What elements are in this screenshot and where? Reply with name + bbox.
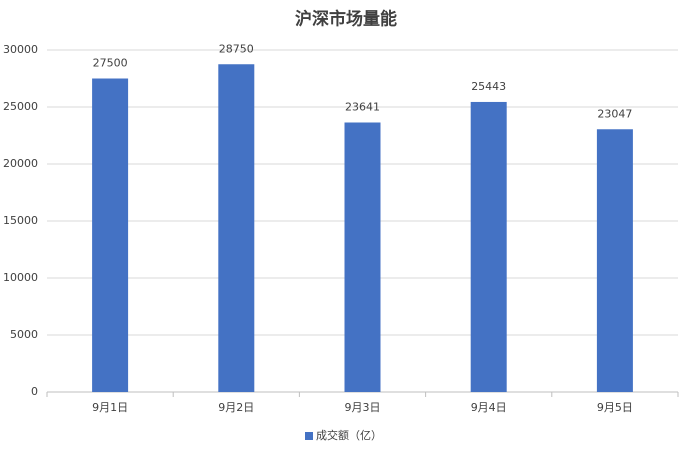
chart-title: 沪深市场量能 — [295, 9, 397, 30]
y-tick-label: 10000 — [3, 271, 38, 284]
x-tick-label: 9月1日 — [92, 401, 128, 414]
bar — [344, 122, 381, 392]
y-tick-label: 20000 — [3, 157, 38, 170]
data-label: 23641 — [345, 100, 380, 113]
bar — [596, 129, 633, 392]
y-tick-label: 25000 — [3, 100, 38, 113]
y-tick-label: 0 — [31, 385, 38, 398]
x-tick-label: 9月4日 — [471, 401, 507, 414]
data-label: 27500 — [93, 57, 128, 70]
y-tick-label: 30000 — [3, 43, 38, 56]
x-tick-label: 9月2日 — [218, 401, 254, 414]
data-label: 28750 — [219, 42, 254, 55]
data-label: 23047 — [597, 107, 632, 120]
data-label: 25443 — [471, 80, 506, 93]
bar — [218, 64, 255, 392]
legend-label: 成交额（亿） — [316, 428, 382, 442]
x-tick-label: 9月3日 — [345, 401, 381, 414]
bar — [92, 78, 129, 392]
legend-marker — [305, 432, 313, 440]
y-tick-label: 5000 — [10, 328, 38, 341]
y-tick-label: 15000 — [3, 214, 38, 227]
bar — [470, 101, 507, 392]
x-tick-label: 9月5日 — [597, 401, 633, 414]
